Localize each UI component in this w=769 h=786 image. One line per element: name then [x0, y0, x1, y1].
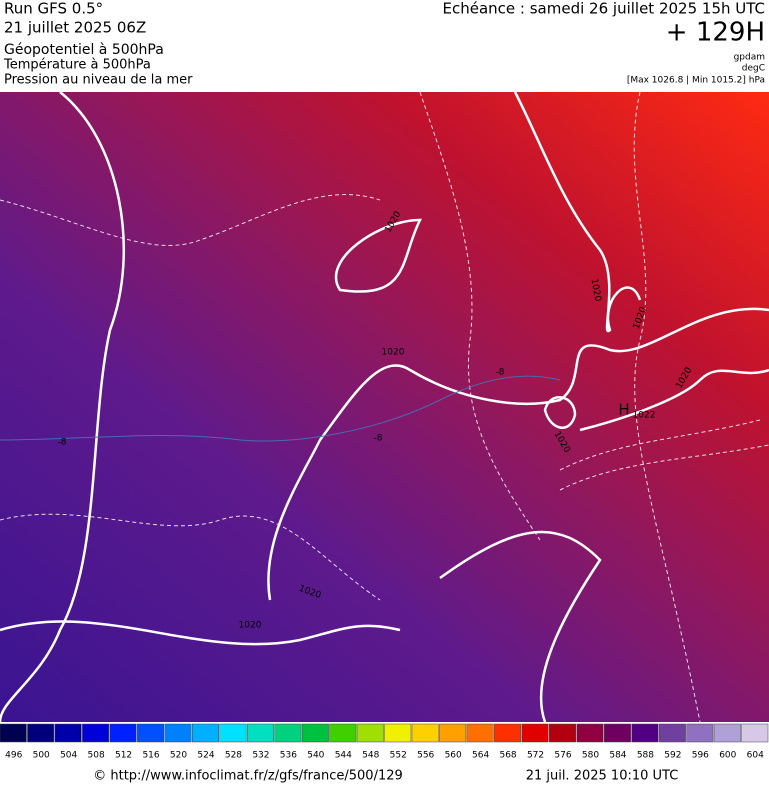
- colorbar: 496 500 504 508 512 516 520 524 528 532 536 540 544 5…: [0, 723, 769, 761]
- map: [0, 91, 769, 723]
- colorbar-label: 548: [362, 751, 379, 761]
- colorbar-label: 512: [115, 751, 132, 761]
- colorbar-label: 572: [527, 751, 544, 761]
- map-label: -8: [496, 368, 505, 378]
- map-label: -8: [58, 438, 67, 448]
- colorbar-label: 560: [445, 751, 462, 761]
- colorbar-swatch: [164, 723, 192, 743]
- colorbar-swatch: [631, 723, 659, 743]
- colorbar-label: 504: [60, 751, 77, 761]
- colorbar-swatch: [0, 723, 27, 743]
- colorbar-swatch: [603, 723, 631, 743]
- colorbar-swatch: [494, 723, 522, 743]
- colorbar-swatch: [192, 723, 219, 743]
- colorbar-swatch: [274, 723, 302, 743]
- field: Température à 500hPa: [3, 58, 151, 73]
- colorbar-swatch: [741, 723, 769, 743]
- map-label: H: [618, 401, 629, 419]
- field: Géopotentiel à 500hPa: [4, 42, 164, 58]
- isobars: [0, 91, 769, 723]
- map-label: 1022: [633, 411, 656, 421]
- colorbar-label: 604: [747, 751, 764, 761]
- generated: 21 juil. 2025 10:10 UTC: [526, 769, 679, 784]
- colorbar-swatch: [82, 723, 110, 743]
- colorbar-label: 580: [582, 751, 599, 761]
- colorbar-swatch: [713, 723, 741, 743]
- lead: + 129H: [666, 18, 765, 48]
- colorbar-label: 564: [472, 751, 489, 761]
- field: Pression au niveau de la mer: [4, 73, 193, 88]
- unit: degC: [742, 64, 765, 74]
- colorbar-label: 556: [417, 751, 434, 761]
- colorbar-label: 544: [335, 751, 352, 761]
- colorbar-label: 500: [33, 751, 50, 761]
- colorbar-label: 568: [499, 751, 516, 761]
- colorbar-swatch: [686, 723, 714, 743]
- map-label: -8: [374, 434, 383, 444]
- colorbar-swatch: [246, 723, 274, 743]
- isotherm: [0, 375, 561, 442]
- colorbar-label: 528: [225, 751, 242, 761]
- colorbar-swatch: [219, 723, 247, 743]
- colorbar-swatch: [109, 723, 137, 743]
- colorbar-swatch: [439, 723, 467, 743]
- colorbar-label: 592: [664, 751, 681, 761]
- map-field: [0, 92, 769, 722]
- map-label: 1020: [239, 621, 262, 631]
- temperature-contours: [0, 91, 769, 723]
- colorbar-label: 600: [719, 751, 736, 761]
- forecast-time: Echéance : samedi 26 juillet 2025 15h UT…: [443, 0, 765, 18]
- run: Run GFS 0.5°: [4, 0, 103, 18]
- colorbar-label: 540: [307, 751, 324, 761]
- colorbar-swatch: [658, 723, 686, 743]
- colorbar-swatch: [521, 723, 549, 743]
- unit: gpdam: [734, 53, 765, 63]
- colorbar-swatch: [27, 723, 55, 743]
- colorbar-label: 552: [390, 751, 407, 761]
- colorbar-label: 588: [637, 751, 654, 761]
- colorbar-label: 536: [280, 751, 297, 761]
- colorbar-label: 596: [692, 751, 709, 761]
- colorbar-swatch: [384, 723, 412, 743]
- colorbar-label: 516: [142, 751, 159, 761]
- colorbar-swatch: [576, 723, 604, 743]
- colorbar-label: 520: [170, 751, 187, 761]
- pressure-range: [Max 1026.8 | Min 1015.2] hPa: [627, 76, 765, 86]
- colorbar-label: 508: [88, 751, 105, 761]
- colorbar-label: 584: [609, 751, 626, 761]
- colorbar-swatch: [301, 723, 329, 743]
- colorbar-label: 496: [5, 751, 22, 761]
- colorbar-swatch: [329, 723, 357, 743]
- source: © http://www.infoclimat.fr/z/gfs/france/…: [93, 769, 403, 784]
- colorbar-swatch: [549, 723, 576, 743]
- colorbar-label: 524: [197, 751, 214, 761]
- colorbar-swatch: [356, 723, 384, 743]
- colorbar-swatch: [411, 723, 439, 743]
- colorbar-label: 576: [554, 751, 571, 761]
- map-label: 1020: [589, 278, 603, 303]
- colorbar-swatch: [466, 723, 494, 743]
- colorbar-swatch: [137, 723, 165, 743]
- colorbar-label: 532: [252, 751, 269, 761]
- run-date: 21 juillet 2025 06Z: [4, 19, 146, 37]
- colorbar-swatch: [54, 723, 82, 743]
- map-label: 1020: [382, 348, 405, 358]
